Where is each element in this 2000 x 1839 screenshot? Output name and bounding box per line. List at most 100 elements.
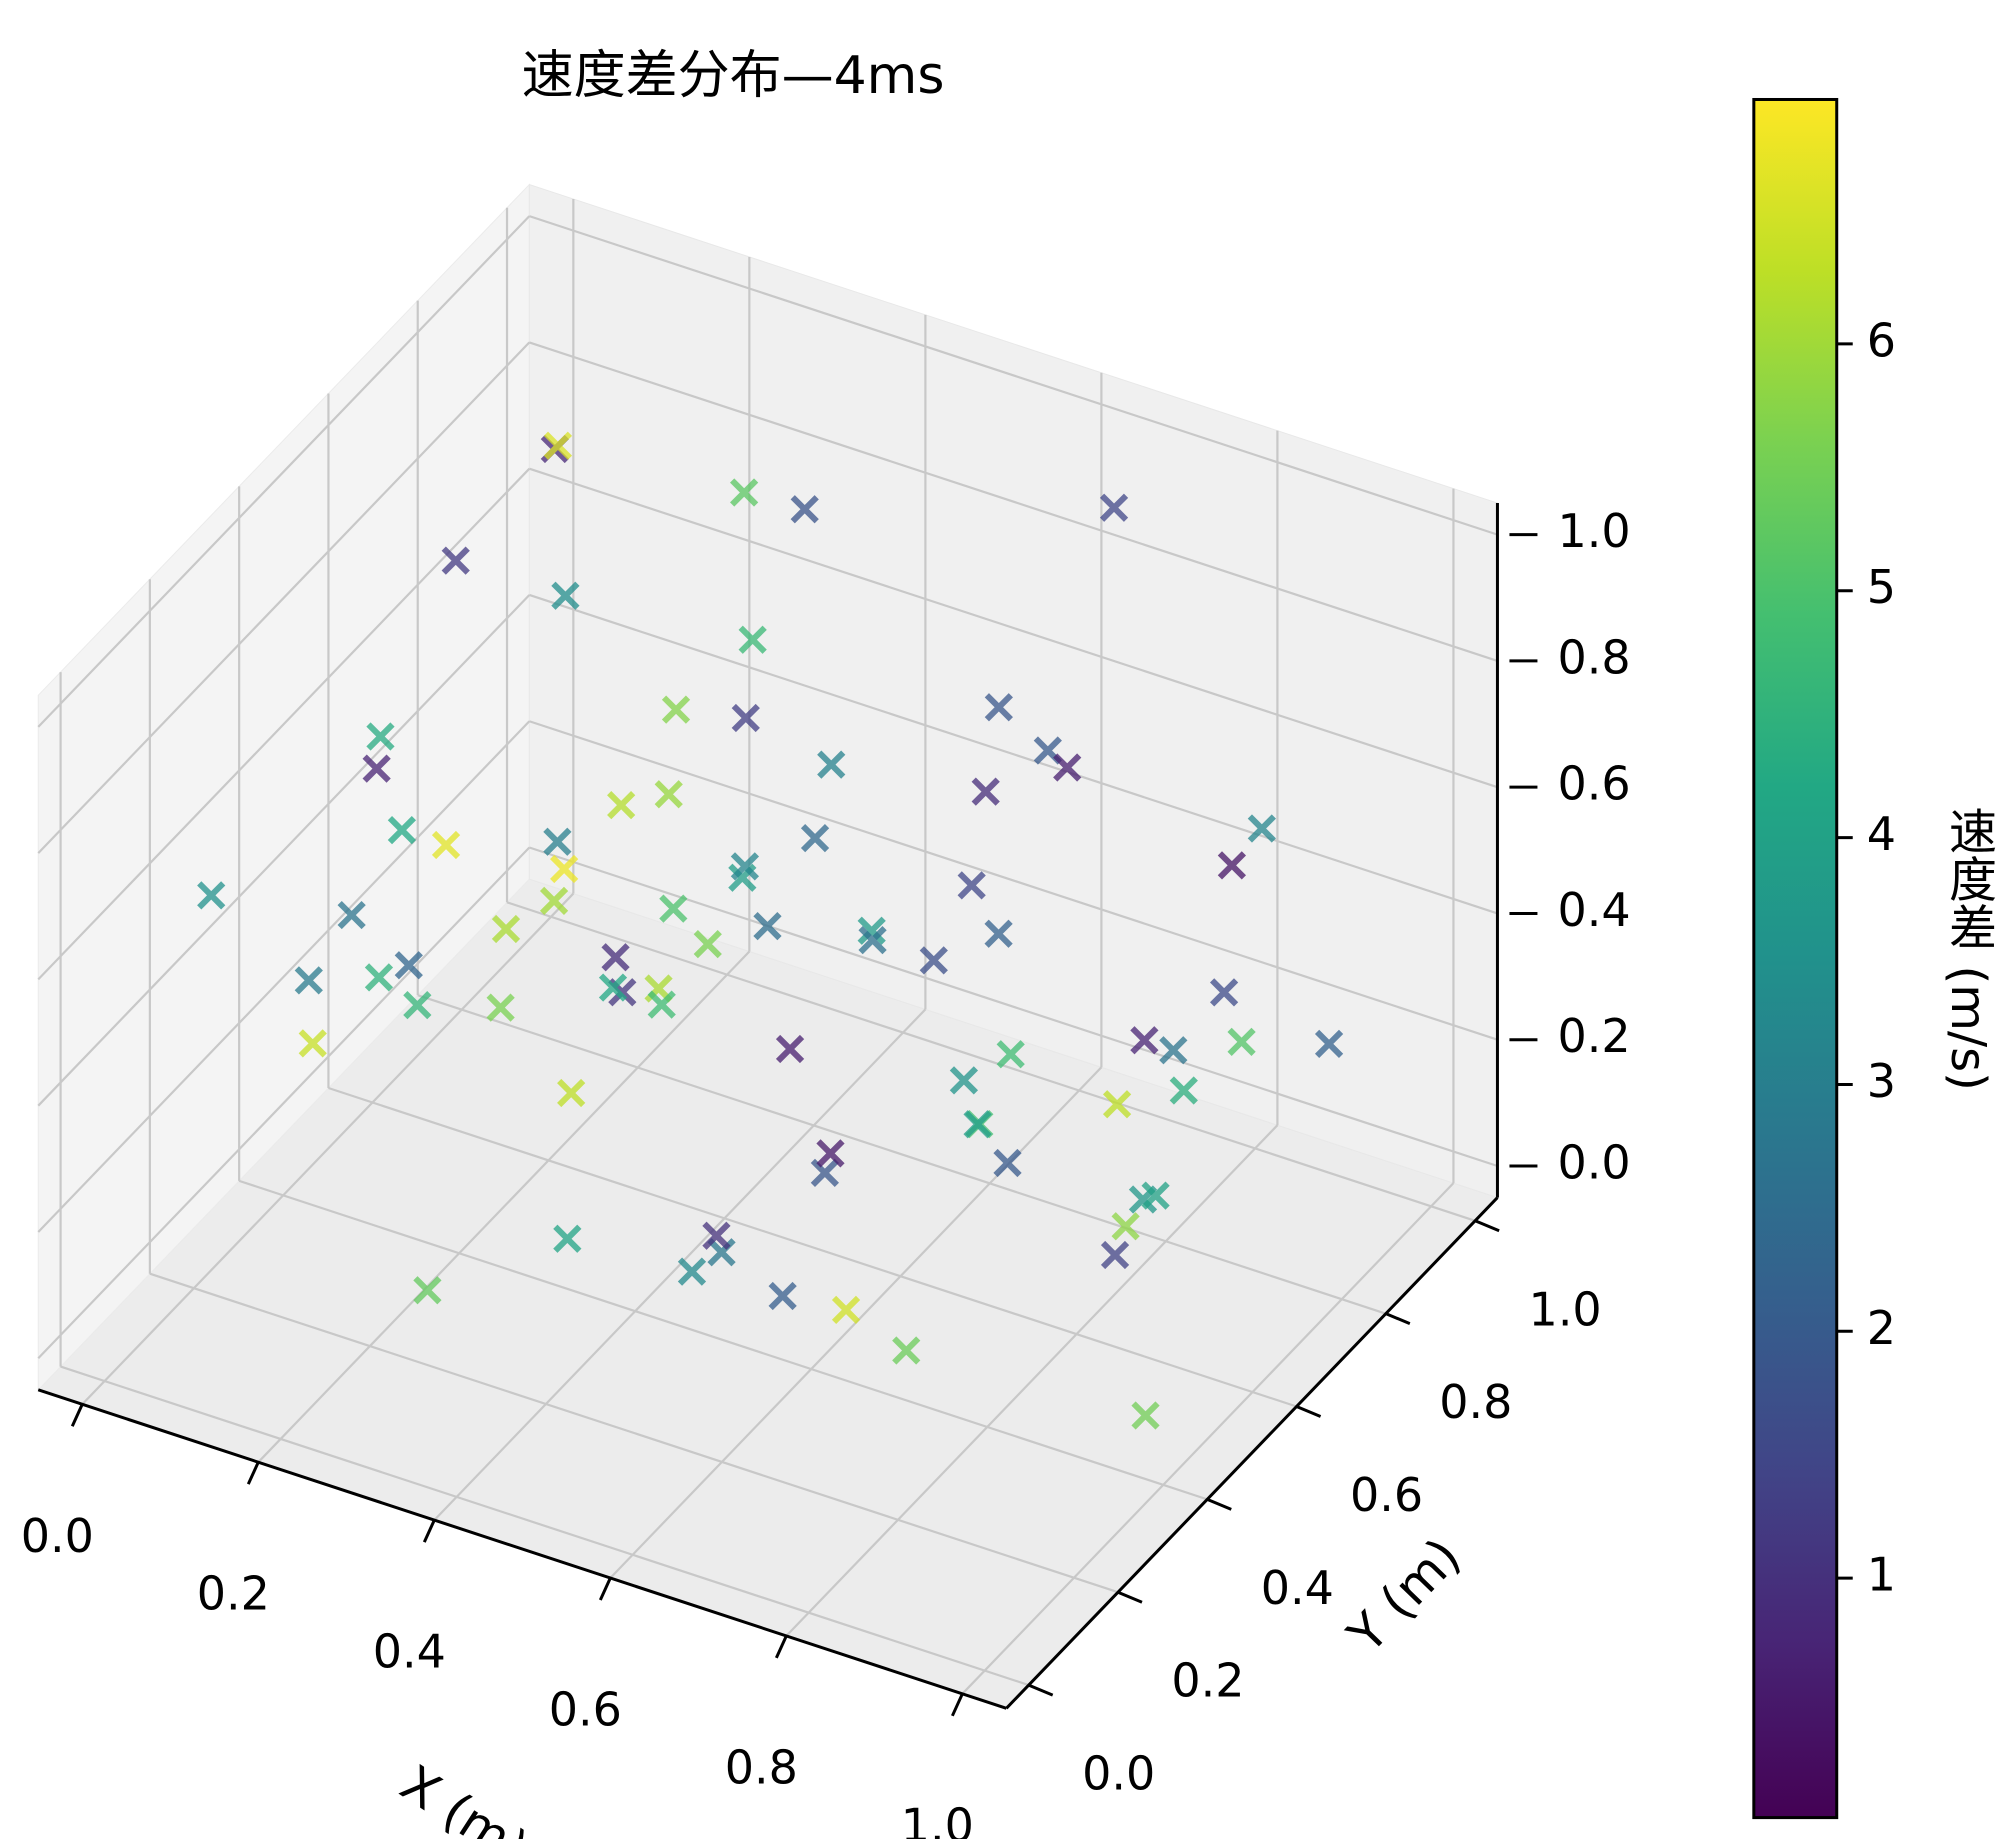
colorbar-tick-label: 4 xyxy=(1867,807,1896,861)
scatter-point xyxy=(702,1221,731,1250)
grid-line xyxy=(81,892,575,1406)
grid-line xyxy=(37,594,531,1107)
scatter-point xyxy=(661,695,691,724)
grid-line xyxy=(37,846,531,1359)
scatter-point xyxy=(753,912,782,941)
scatter-point xyxy=(543,827,572,856)
y-tick xyxy=(1295,1405,1322,1418)
z-tick-label: 0.0 xyxy=(1557,1136,1630,1190)
scatter-point xyxy=(996,1040,1025,1069)
scatter-point xyxy=(431,830,461,860)
colorbar-label: 速度差 (m/s) xyxy=(1940,806,1996,1091)
scatter-point xyxy=(984,919,1013,948)
scatter-point xyxy=(677,1257,707,1286)
scatter-point xyxy=(1100,1240,1130,1270)
scatter-point xyxy=(775,1034,805,1064)
x-tick-label: 0.8 xyxy=(725,1740,798,1794)
scatter-point xyxy=(362,754,391,783)
grid-line xyxy=(528,467,1498,789)
scatter-point xyxy=(858,926,887,955)
scatter-point xyxy=(1099,493,1129,522)
scatter-point xyxy=(387,816,417,845)
scatter-point xyxy=(831,1295,861,1324)
x-tick xyxy=(422,1519,436,1543)
scatter-point xyxy=(693,930,722,959)
x-tick-label: 1.0 xyxy=(901,1798,974,1839)
y-tick xyxy=(1385,1312,1411,1326)
grid-line xyxy=(149,1272,1119,1594)
scatter-point xyxy=(810,1158,839,1188)
grid-line xyxy=(257,950,751,1463)
scatter-point xyxy=(294,966,323,995)
grid-line xyxy=(506,901,1476,1222)
scatter-point xyxy=(601,943,630,972)
grid-line xyxy=(37,215,531,728)
scatter-point xyxy=(557,1078,586,1108)
chart-title: 速度差分布—4ms xyxy=(522,46,945,106)
scatter-point xyxy=(957,871,986,900)
z-tick-label: 0.4 xyxy=(1557,883,1630,937)
z-tick-label: 0.8 xyxy=(1557,630,1630,684)
scatter-point xyxy=(394,951,423,980)
scatter-point xyxy=(486,993,515,1022)
scatter-point xyxy=(984,693,1013,722)
scatter-point xyxy=(919,946,948,975)
x-tick xyxy=(598,1577,612,1601)
scatter-point xyxy=(768,1281,797,1311)
y-tick xyxy=(1474,1219,1500,1233)
scatter-point xyxy=(298,1029,327,1058)
y-tick-label: 0.4 xyxy=(1261,1561,1334,1615)
x-tick-label: 0.2 xyxy=(197,1567,270,1621)
scatter-point xyxy=(816,1139,845,1168)
grid-line xyxy=(433,1008,927,1521)
scatter-point xyxy=(1159,1036,1188,1065)
x-tick xyxy=(951,1693,964,1717)
scatter-point xyxy=(800,824,830,853)
x-tick-label: 0.6 xyxy=(549,1682,622,1736)
x-tick-label: 0.0 xyxy=(21,1509,94,1563)
scatter-point xyxy=(659,894,688,923)
y-axis xyxy=(1005,1196,1499,1710)
grid-line xyxy=(785,1124,1279,1637)
grid-line xyxy=(528,215,1498,536)
scatter-point xyxy=(963,1110,992,1139)
z-tick-label: 0.2 xyxy=(1557,1009,1630,1063)
y-tick-label: 1.0 xyxy=(1529,1282,1602,1336)
scatter-point xyxy=(1131,1401,1160,1430)
scatter-point xyxy=(403,990,432,1020)
grid-line xyxy=(961,1182,1455,1695)
scatter-point xyxy=(1247,814,1276,843)
scatter-point xyxy=(892,1336,921,1365)
scatter-point xyxy=(551,581,580,610)
y-tick-label: 0.8 xyxy=(1439,1375,1512,1429)
scatter-point xyxy=(738,625,767,654)
y-tick xyxy=(1028,1683,1054,1697)
colorbar-tick-label: 5 xyxy=(1867,560,1896,614)
scatter-point xyxy=(1209,978,1239,1007)
scatter-point xyxy=(730,852,760,881)
scatter-point xyxy=(543,431,573,460)
y-tick-label: 0.6 xyxy=(1350,1468,1423,1522)
scatter-point xyxy=(364,963,394,992)
scatter-point xyxy=(647,990,676,1019)
scatter-point xyxy=(1053,753,1082,782)
scatter-point xyxy=(730,478,759,507)
grid-line xyxy=(417,994,1387,1315)
scatter-point xyxy=(857,916,886,945)
grid-line xyxy=(37,341,531,854)
x-tick-label: 0.4 xyxy=(373,1625,446,1679)
scatter-point xyxy=(607,791,636,820)
scatter-point xyxy=(654,780,683,809)
scatter-point xyxy=(413,1276,442,1305)
colorbar-tick-label: 2 xyxy=(1867,1301,1896,1355)
scatter-point xyxy=(539,886,569,916)
scatter-point xyxy=(1217,851,1247,880)
y-tick xyxy=(1206,1497,1232,1511)
scatter-point xyxy=(197,881,226,910)
grid-line xyxy=(60,1365,1030,1687)
scatter-point xyxy=(707,1238,736,1267)
colorbar-tick-label: 3 xyxy=(1867,1054,1896,1108)
x-tick xyxy=(774,1635,788,1659)
x-axis-label: X (m) xyxy=(391,1754,538,1839)
